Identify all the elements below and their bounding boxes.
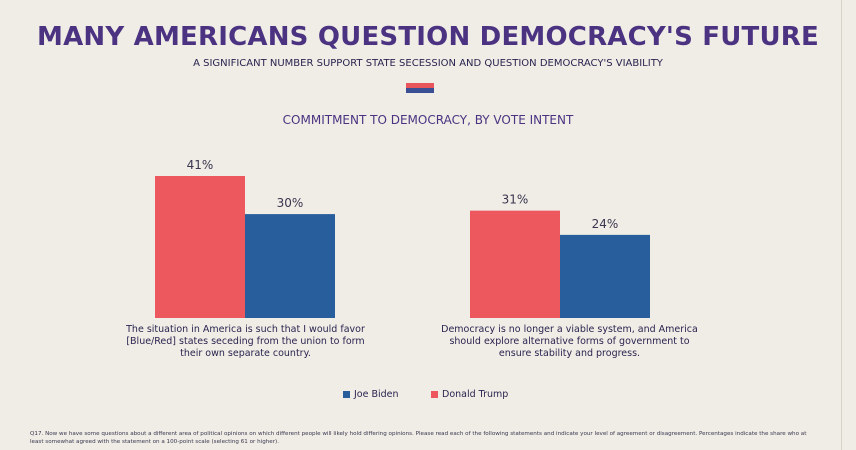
legend-item-trump: Donald Trump [431,389,508,400]
page-subtitle: A SIGNIFICANT NUMBER SUPPORT STATE SECES… [193,58,663,69]
bar-biden-1 [560,234,650,318]
legend-swatch-trump [431,391,438,398]
chart-title: COMMITMENT TO DEMOCRACY, BY VOTE INTENT [282,113,574,127]
page-title: MANY AMERICANS QUESTION DEMOCRACY'S FUTU… [37,22,819,52]
data-label-biden-0: 30% [277,196,304,210]
legend-item-biden: Joe Biden [343,389,399,400]
right-edge-divider [841,0,842,450]
data-label-trump-0: 41% [187,158,214,172]
flag-decoration-icon [406,83,434,93]
legend-swatch-biden [343,391,350,398]
category-label-secession: The situation in America is such that I … [126,324,365,359]
data-label-biden-1: 24% [592,217,619,231]
category-label-democracy-viability: Democracy is no longer a viable system, … [441,324,698,359]
legend-label-trump: Donald Trump [442,389,509,400]
legend-label-biden: Joe Biden [354,389,399,400]
bar-trump-0 [155,176,245,318]
bar-trump-1 [470,210,560,318]
survey-footnote: Q17. Now we have some questions about a … [30,431,807,445]
bar-biden-0 [245,214,335,318]
data-label-trump-1: 31% [502,193,529,207]
chart-legend: Joe Biden Donald Trump [0,389,856,403]
